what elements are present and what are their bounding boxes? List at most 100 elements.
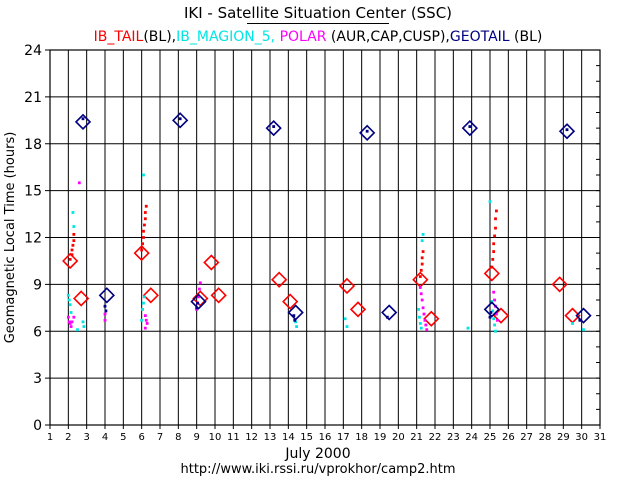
ib-tail-diamond-point [62,252,79,270]
ib-tail-point [140,248,144,252]
plot-marks [62,112,592,333]
ib-tail-point [494,217,497,221]
geotail-point [488,315,492,319]
ib-magion-5-point [493,323,496,327]
ib-tail-point [142,236,145,239]
x-tick-label-31: 31 [594,432,607,443]
ib-magion-5-point [67,298,71,302]
ib-magion-5-point [494,329,497,333]
x-tick-label-17: 17 [337,432,350,443]
polar-point [143,314,147,318]
geotail-diamond-point [190,293,207,310]
ib-magion-5-point [141,307,144,311]
geotail-diamond-point [381,304,398,321]
x-tick-label-28: 28 [539,432,552,443]
ib-magion-5-point [82,325,86,328]
y-tick-label-21: 21 [24,90,42,106]
legend: IB_TAIL(BL),IB_MAGION_5, POLAR (AUR,CAP,… [0,29,636,45]
ib-magion-5-point [488,200,492,203]
ib-tail-point [72,239,76,243]
x-tick-label-22: 22 [429,432,442,443]
ib-magion-5-point [71,211,75,214]
x-tick-label-21: 21 [410,432,423,443]
y-tick-label-9: 9 [33,277,42,293]
ib-tail-diamond-point [133,244,150,262]
x-tick-label-12: 12 [245,432,258,443]
x-tick-label-19: 19 [374,432,387,443]
ib-tail-point [492,250,496,253]
ib-magion-5-point [81,320,85,324]
ib-tail-point [144,204,148,208]
polar-point [424,323,428,327]
x-tick-label-13: 13 [264,432,277,443]
ib-tail-point [420,256,424,260]
polar-point [72,315,76,319]
geotail-point [385,315,389,319]
ib-magion-5-point [142,173,145,177]
polar-point [68,322,72,325]
x-tick-label-2: 2 [65,432,71,443]
ib-magion-5-point [72,225,76,228]
ib-tail-diamond-point [349,301,367,318]
x-tick-label-29: 29 [557,432,570,443]
polar-point [145,322,149,325]
ib-tail-diamond-point [282,293,299,310]
ib-tail-point [493,234,496,238]
geotail-point [196,301,199,305]
ib-tail-point [72,232,76,236]
geotail-diamond-point [98,287,115,304]
ib-magion-5-point [142,301,145,305]
legend-ib-tail: IB_TAIL [93,29,144,45]
x-tick-label-18: 18 [355,432,368,443]
source-url: http://www.iki.rssi.ru/vprokhor/camp2.ht… [180,462,456,477]
geotail-diamond-point [172,112,189,129]
polar-point [419,292,423,296]
polar-point [421,306,425,310]
x-tick-label-25: 25 [484,432,497,443]
x-tick-label-8: 8 [175,432,181,443]
geotail-point [195,306,199,310]
ib-magion-5-point [69,311,73,314]
title-underline [247,23,389,24]
geotail-diamond-point [359,124,376,141]
polar-point [69,325,73,328]
ib-magion-5-point [343,317,347,321]
ib-magion-5-point [571,322,574,325]
legend-ib-magion: IB_MAGION_5, [176,29,276,45]
ib-magion-5-point [582,328,585,332]
x-tick-label-15: 15 [300,432,313,443]
polar-point [425,328,429,332]
ib-magion-5-point [419,326,423,330]
polar-point [197,295,200,299]
ib-tail-point [143,217,147,221]
legend-polar: POLAR [279,29,327,45]
y-tick-label-3: 3 [33,371,42,387]
polar-point [143,326,147,330]
polar-point [77,181,81,185]
ib-tail-diamond-point [423,310,440,327]
polar-point [423,318,427,322]
polar-point [103,312,107,316]
ib-tail-diamond-point [210,287,227,304]
polar-point [198,281,202,285]
x-tick-label-10: 10 [209,432,222,443]
geotail-point [81,117,85,121]
geotail-point [178,117,182,121]
ib-tail-diamond-point [192,290,209,307]
ib-tail-diamond-point [338,277,356,295]
geotail-diamond-point [265,119,282,137]
x-tick-label-5: 5 [120,432,126,443]
geotail-diamond-point [461,119,478,137]
x-tick-label-11: 11 [227,432,240,443]
x-tick-label-23: 23 [447,432,460,443]
x-tick-label-6: 6 [138,432,144,443]
legend-geotail: GEOTAIL [449,29,510,45]
x-tick-label-1: 1 [47,432,53,443]
plot-axes: 1 2 3 4 5 6 7 8 9 10 11 12 13 14 15 16 17 18 19 20 21 22 23 24 2… [3,43,606,443]
x-tick-label-26: 26 [502,432,515,443]
polar-point [70,320,74,324]
x-tick-label-3: 3 [83,432,89,443]
ib-magion-5-point [420,239,424,243]
polar-point [422,312,426,316]
polar-point [198,287,201,291]
